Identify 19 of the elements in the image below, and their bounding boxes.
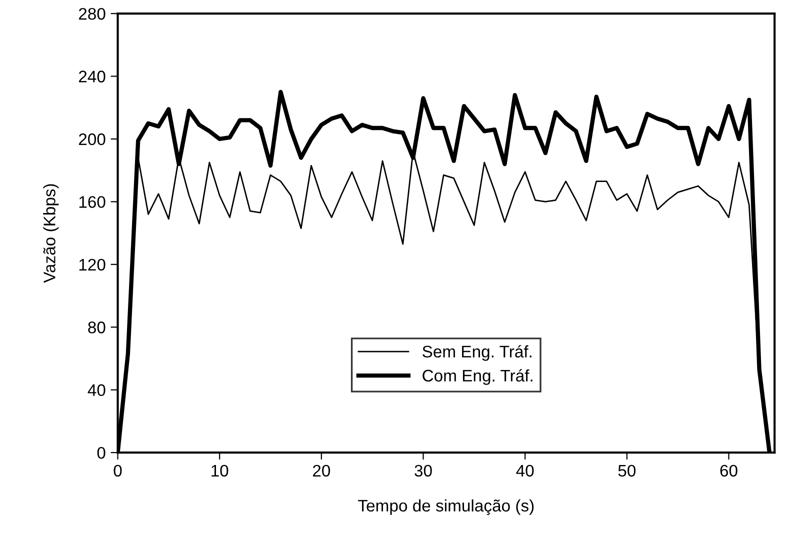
y-axis-title: Vazão (Kbps): [43, 184, 59, 283]
y-tick-label: 0: [97, 446, 106, 459]
y-tick-label: 280: [78, 8, 106, 20]
x-tick-label: 40: [516, 464, 534, 477]
y-tick-label: 40: [88, 384, 106, 396]
y-tick-label: 240: [78, 70, 106, 82]
y-tick-label: 200: [78, 133, 106, 146]
legend-label: Com Eng. Tráf.: [422, 369, 532, 385]
y-tick-label: 120: [79, 258, 106, 271]
x-tick-label: 10: [212, 464, 228, 477]
x-axis-title: Tempo de simulação (s): [358, 499, 534, 515]
x-tick-label: 20: [312, 464, 330, 477]
x-tick-label: 60: [720, 464, 738, 477]
legend-label: Sem Eng. Tráf.: [422, 345, 532, 361]
x-tick-label: 30: [414, 464, 432, 477]
x-tick-label: 50: [618, 464, 636, 477]
y-tick-label: 160: [79, 196, 106, 208]
x-tick-label: 0: [114, 464, 122, 477]
y-tick-label: 80: [88, 322, 106, 334]
